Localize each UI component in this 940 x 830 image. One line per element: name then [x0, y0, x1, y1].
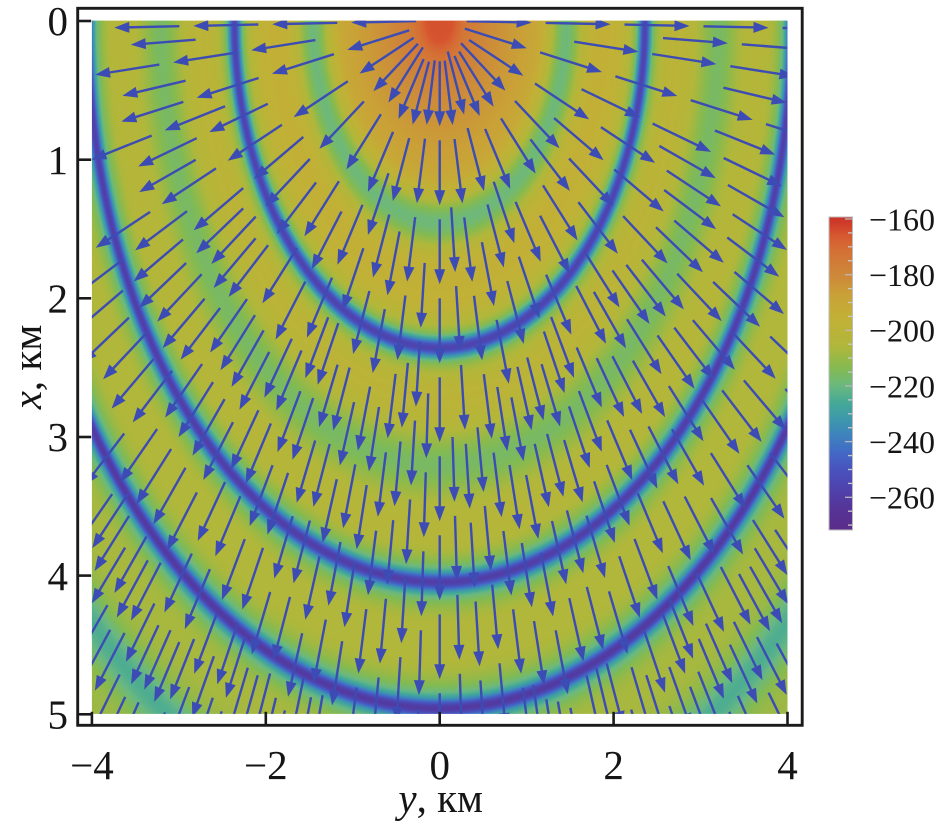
svg-text:−260: −260: [869, 480, 935, 516]
svg-text:4: 4: [48, 553, 69, 599]
svg-text:x, км: x, км: [4, 325, 50, 411]
svg-text:−2: −2: [244, 742, 288, 788]
svg-text:−240: −240: [869, 424, 935, 460]
svg-text:−160: −160: [869, 201, 935, 237]
svg-text:3: 3: [48, 414, 69, 460]
svg-text:4: 4: [777, 742, 798, 788]
svg-text:1: 1: [48, 137, 69, 183]
svg-text:5: 5: [48, 692, 69, 738]
svg-text:−4: −4: [70, 742, 114, 788]
svg-text:2: 2: [48, 276, 69, 322]
svg-text:0: 0: [429, 742, 450, 788]
svg-text:−180: −180: [869, 257, 935, 293]
svg-text:0: 0: [48, 0, 69, 44]
svg-text:2: 2: [603, 742, 624, 788]
svg-text:−200: −200: [869, 313, 935, 349]
svg-text:−220: −220: [869, 368, 935, 404]
svg-text:y, км: y, км: [394, 775, 483, 821]
